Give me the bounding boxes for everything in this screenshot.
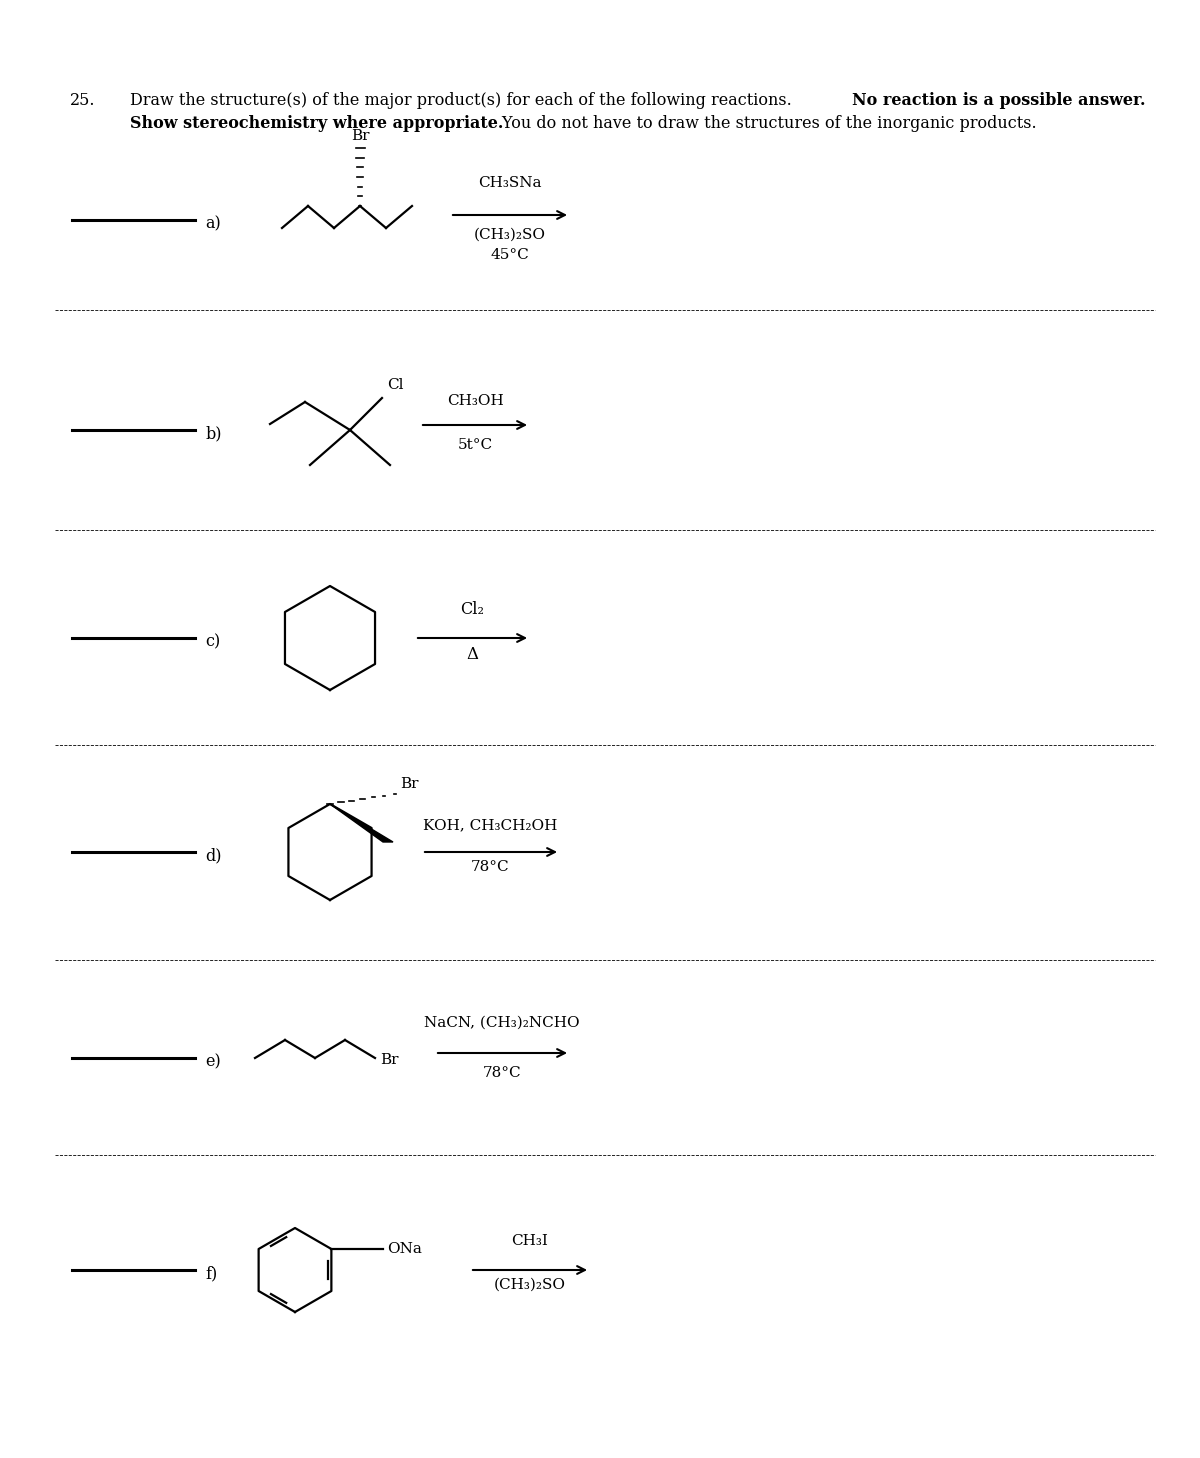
Text: Br: Br — [400, 777, 419, 792]
Text: Draw the structure(s) of the major product(s) for each of the following reaction: Draw the structure(s) of the major produ… — [130, 92, 808, 109]
Text: 78°C: 78°C — [482, 1066, 521, 1080]
Text: d): d) — [205, 847, 222, 865]
Text: ONa: ONa — [388, 1242, 422, 1255]
Text: NaCN, (CH₃)₂NCHO: NaCN, (CH₃)₂NCHO — [424, 1016, 580, 1029]
Text: Br: Br — [380, 1053, 398, 1067]
Text: f): f) — [205, 1266, 217, 1283]
Text: e): e) — [205, 1054, 221, 1070]
Text: CH₃I: CH₃I — [511, 1233, 548, 1248]
Text: Show stereochemistry where appropriate.: Show stereochemistry where appropriate. — [130, 115, 503, 133]
Text: 45°C: 45°C — [491, 248, 529, 262]
Text: Cl₂: Cl₂ — [460, 601, 484, 618]
Text: CH₃OH: CH₃OH — [446, 394, 503, 408]
Text: a): a) — [205, 216, 221, 232]
Text: Cl: Cl — [386, 378, 403, 392]
Text: (CH₃)₂SO: (CH₃)₂SO — [474, 227, 546, 242]
Polygon shape — [330, 803, 394, 843]
Text: c): c) — [205, 633, 221, 650]
Text: 25.: 25. — [70, 92, 96, 109]
Text: 78°C: 78°C — [470, 860, 509, 873]
Text: 5t°C: 5t°C — [457, 437, 492, 452]
Text: KOH, CH₃CH₂OH: KOH, CH₃CH₂OH — [422, 818, 557, 833]
Text: You do not have to draw the structures of the inorganic products.: You do not have to draw the structures o… — [486, 115, 1037, 133]
Text: Δ: Δ — [466, 646, 478, 663]
Text: CH₃SNa: CH₃SNa — [479, 176, 541, 190]
Text: (CH₃)₂SO: (CH₃)₂SO — [494, 1279, 566, 1292]
Text: Br: Br — [350, 128, 370, 143]
Text: No reaction is a possible answer.: No reaction is a possible answer. — [852, 92, 1146, 109]
Text: b): b) — [205, 426, 222, 442]
